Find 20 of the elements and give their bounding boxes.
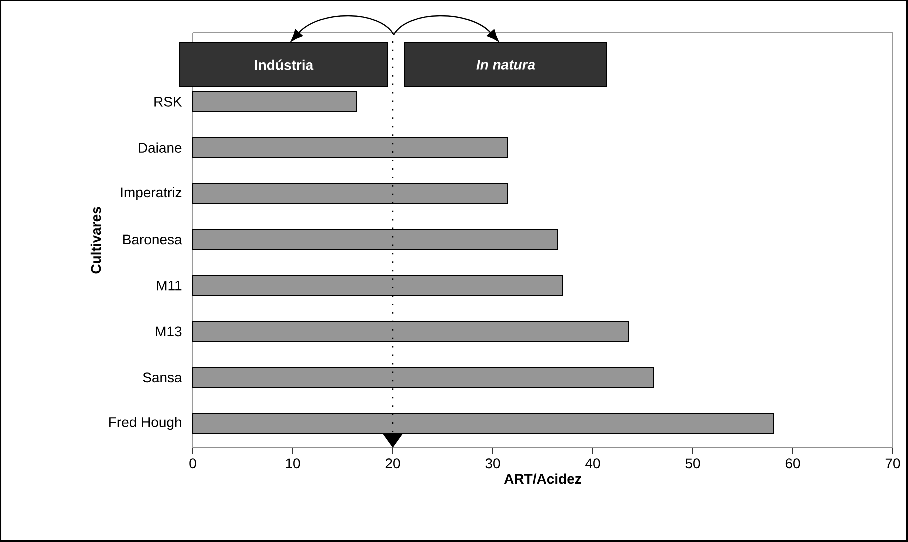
- y-tick-label: Daiane: [139, 142, 182, 154]
- y-tick-label: M11: [157, 280, 182, 291]
- y-tick-label: Sansa: [143, 372, 182, 383]
- y-tick-label: RSK: [154, 96, 182, 107]
- text: In natura: [476, 60, 536, 70]
- y-tick-label: Baronesa: [124, 234, 182, 245]
- x-tick-label: 70: [886, 458, 900, 469]
- x-tick-label: 40: [586, 458, 600, 469]
- text: Indústria: [255, 60, 314, 70]
- y-tick-label: M13: [156, 326, 182, 337]
- y-axis-title: Cultivares: [90, 207, 102, 274]
- y-tick-label: Imperatriz: [121, 187, 182, 200]
- x-axis-title: ART/Acidez: [504, 474, 582, 484]
- y-tick-label: Fred Hough: [110, 417, 182, 430]
- x-tick-label: 50: [686, 458, 700, 469]
- x-tick-label: 0: [190, 458, 196, 469]
- x-tick-label: 30: [486, 458, 500, 469]
- x-tick-label: 60: [786, 458, 800, 469]
- x-tick-label: 20: [386, 458, 400, 469]
- x-tick-label: 10: [286, 458, 300, 469]
